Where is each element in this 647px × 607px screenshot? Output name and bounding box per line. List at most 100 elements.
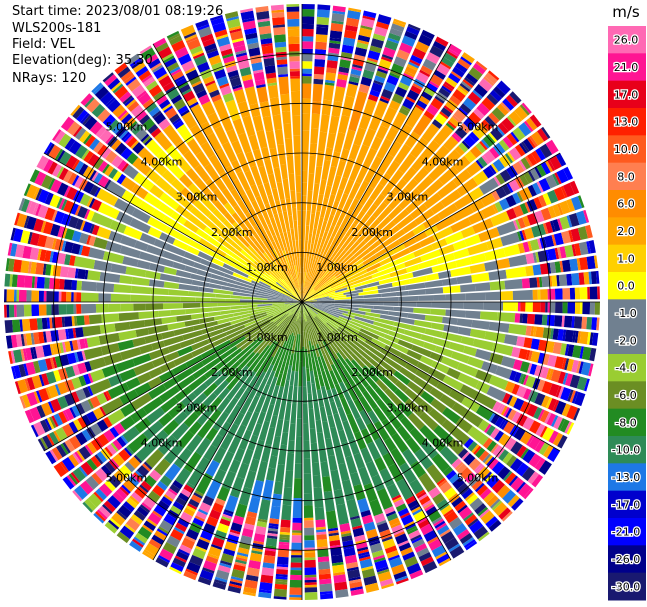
gate-cell (390, 522, 401, 529)
gate-cell (314, 377, 321, 391)
gate-cell (302, 287, 305, 302)
gate-cell (221, 324, 235, 333)
gate-cell (431, 453, 450, 473)
gate-cell (310, 277, 321, 291)
gate-cell (159, 385, 180, 403)
gate-cell (407, 499, 419, 509)
ray (114, 62, 302, 302)
gate-cell (139, 232, 157, 246)
gate-cell (165, 85, 176, 94)
gate-cell (75, 218, 84, 230)
gate-cell (150, 429, 169, 448)
gate-cell (461, 488, 474, 500)
gate-cell (456, 275, 473, 285)
gate-cell (59, 226, 66, 238)
gate-cell (29, 406, 42, 422)
gate-cell (377, 336, 391, 346)
gate-cell (89, 138, 100, 151)
gate-cell (243, 320, 263, 332)
gate-cell (367, 410, 380, 424)
gate-cell (559, 260, 564, 273)
gate-cell (302, 48, 313, 54)
gate-cell (489, 280, 506, 291)
gate-cell (17, 379, 29, 394)
gate-cell (484, 72, 498, 85)
gate-cell (266, 77, 277, 84)
gate-cell (54, 384, 61, 396)
gate-cell (345, 24, 358, 32)
gate-cell (375, 398, 393, 418)
gate-cell (172, 362, 189, 376)
gate-cell (60, 116, 75, 132)
gate-cell (439, 529, 451, 538)
gate-cell (468, 131, 480, 143)
gate-cell (213, 379, 229, 397)
gate-cell (392, 243, 406, 254)
gate-cell (175, 269, 192, 279)
gate-cell (551, 275, 558, 287)
gate-cell (132, 141, 145, 155)
gate-cell (183, 219, 199, 234)
gate-cell (214, 579, 227, 586)
gate-cell (433, 424, 454, 445)
gate-cell (316, 151, 325, 167)
gate-cell (192, 323, 207, 331)
gate-cell (473, 525, 488, 540)
gate-cell (502, 184, 512, 196)
gate-cell (556, 168, 569, 184)
gate-cell (206, 235, 220, 247)
gate-cell (491, 500, 503, 511)
gate-cell (233, 264, 246, 273)
gate-cell (274, 306, 291, 315)
ray (7, 242, 302, 302)
gate-cell (198, 286, 214, 293)
gate-cell (486, 385, 507, 402)
gate-cell (81, 114, 92, 126)
ray (126, 53, 302, 302)
ray (70, 104, 302, 302)
gate-cell (472, 126, 485, 140)
gate-cell (161, 330, 175, 340)
gate-cell (43, 142, 53, 155)
gate-cell (190, 361, 205, 373)
gate-cell (56, 150, 66, 162)
gate-cell (191, 339, 209, 351)
gate-cell (49, 194, 61, 208)
gate-cell (147, 226, 162, 239)
gate-cell (368, 327, 386, 338)
gate-cell (458, 142, 469, 153)
gate-cell (362, 390, 378, 410)
gate-cell (302, 302, 304, 320)
gate-cell (262, 211, 271, 225)
gate-cell (80, 112, 90, 124)
gate-cell (302, 287, 307, 302)
gate-cell (100, 342, 120, 356)
gate-cell (532, 326, 537, 337)
gate-cell (288, 423, 296, 441)
gate-cell (579, 256, 589, 271)
gate-cell (293, 371, 299, 387)
gate-cell (327, 414, 336, 429)
gate-cell (68, 435, 82, 450)
gate-cell (248, 559, 261, 570)
gate-cell (313, 276, 327, 290)
gate-cell (386, 225, 400, 237)
gate-cell (177, 81, 189, 90)
colorbar-tick-label: 21.0 (614, 61, 639, 74)
gate-cell (232, 84, 243, 90)
gate-cell (232, 221, 247, 238)
gate-cell (252, 328, 268, 342)
gate-cell (183, 150, 200, 169)
ray (4, 302, 302, 318)
ray (270, 4, 302, 302)
gate-cell (38, 331, 45, 344)
gate-cell (157, 73, 169, 82)
gate-cell (459, 122, 471, 134)
gate-cell (511, 383, 520, 395)
gate-cell (72, 125, 83, 138)
gate-cell (206, 249, 220, 260)
ray (302, 302, 349, 599)
gate-cell (295, 450, 302, 464)
gate-cell (165, 490, 177, 500)
gate-cell (583, 378, 590, 392)
